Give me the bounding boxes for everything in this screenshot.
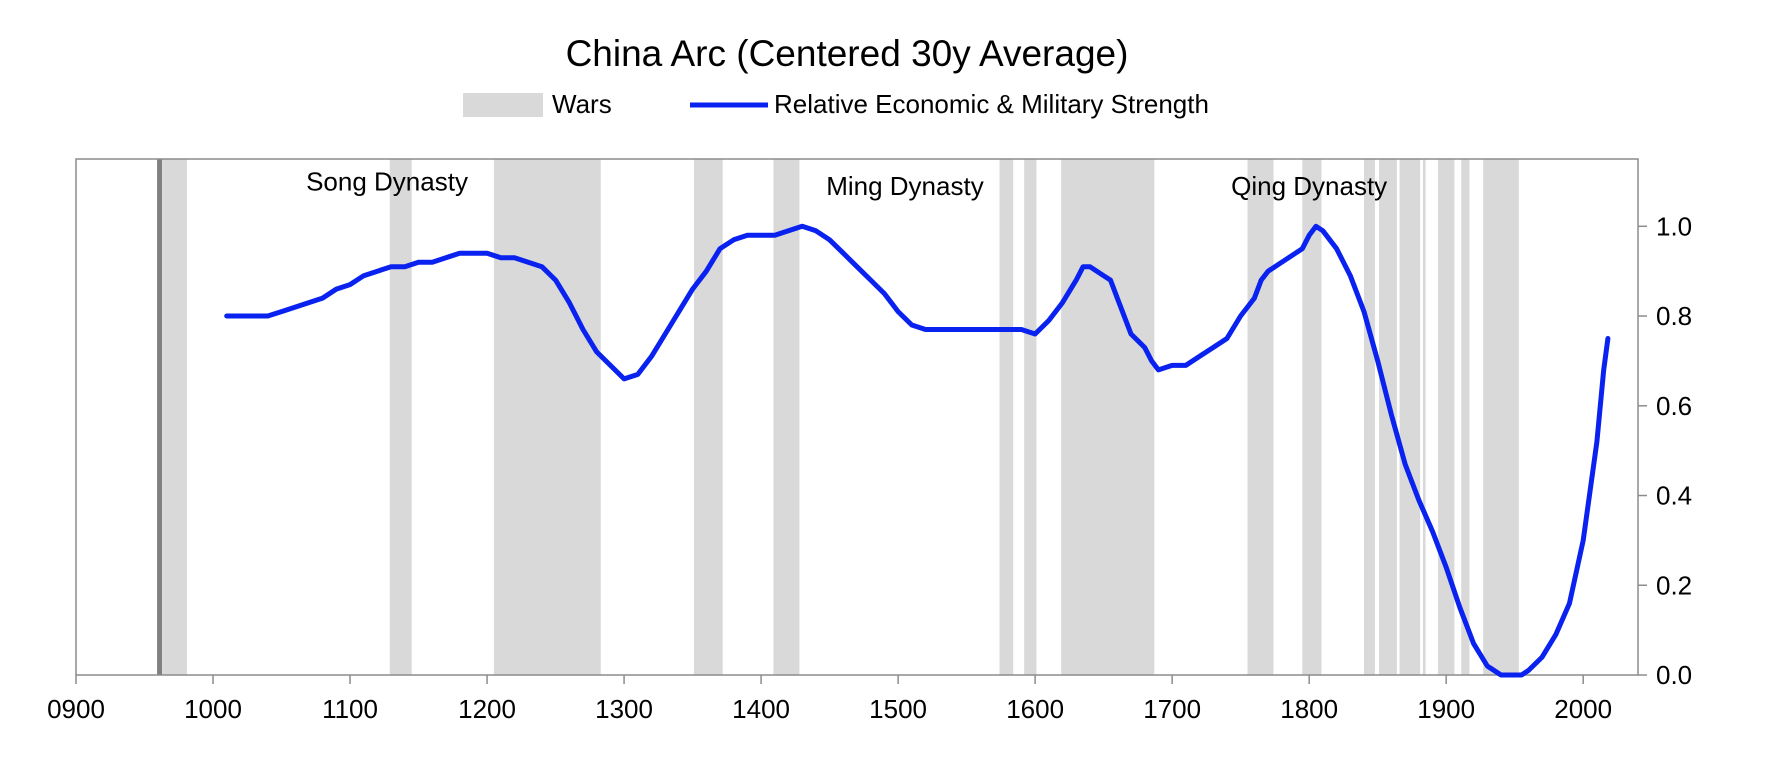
legend-strength-label: Relative Economic & Military Strength [774,89,1209,119]
x-tick-label: 1200 [458,694,516,724]
x-tick-label: 1500 [869,694,927,724]
dynasty-label: Qing Dynasty [1231,171,1387,201]
war-band [1363,159,1375,675]
series-layer [224,223,1611,678]
war-band [1379,159,1397,675]
x-axis: 0900 1000 1100 1200 1300 1400 1500 1600 1700 1800… [47,675,1612,724]
y-axis: 0.0 0.2 0.4 0.6 0.8 1.0 [1638,211,1692,690]
y-tick-label: 0.2 [1656,570,1692,600]
war-band [693,159,723,675]
y-tick-label: 0.6 [1656,391,1692,421]
x-tick-label: 2000 [1554,694,1612,724]
war-band [1422,159,1426,675]
y-tick-label: 0.0 [1656,660,1692,690]
x-tick-label: 1800 [1280,694,1338,724]
y-tick-label: 0.4 [1656,481,1692,511]
dynasty-label: Song Dynasty [306,166,468,196]
war-band [1399,159,1421,675]
dynasty-label: Ming Dynasty [826,171,984,201]
war-band [1461,159,1470,675]
war-band [773,159,800,675]
x-tick-label: 1900 [1417,694,1475,724]
war-band [1247,159,1274,675]
y-tick-label: 0.8 [1656,301,1692,331]
war-band [1024,159,1037,675]
war-band [999,159,1014,675]
legend: Wars Relative Economic & Military Streng… [463,89,1209,119]
x-tick-label: 0900 [47,694,105,724]
legend-wars-swatch [463,93,543,117]
war-band [1302,159,1322,675]
series-line-strength [224,223,1611,678]
x-tick-label: 1400 [732,694,790,724]
dynasty-annotations: Song Dynasty Ming Dynasty Qing Dynasty [306,166,1387,200]
war-band [389,159,412,675]
x-tick-label: 1700 [1143,694,1201,724]
x-tick-label: 1100 [322,694,378,724]
x-tick-label: 1300 [595,694,653,724]
x-tick-label: 1000 [184,694,242,724]
y-tick-label: 1.0 [1656,211,1692,241]
x-tick-label: 1600 [1006,694,1064,724]
chart-title: China Arc (Centered 30y Average) [566,33,1129,74]
war-band [493,159,601,675]
war-band [1437,159,1455,675]
war-band [1061,159,1155,675]
war-band [1483,159,1519,675]
war-band [162,159,187,675]
plot-frame [75,158,1639,676]
marker-line [157,159,163,675]
legend-wars-label: Wars [552,89,612,119]
war-bands [157,159,1519,675]
